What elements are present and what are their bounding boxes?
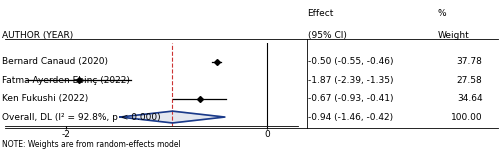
Text: Weight: Weight (438, 31, 469, 40)
Text: Overall, DL (I² = 92.8%, p < 0.000): Overall, DL (I² = 92.8%, p < 0.000) (2, 113, 161, 122)
Text: Fatma Ayerden Ebinç (2022): Fatma Ayerden Ebinç (2022) (2, 76, 130, 85)
Polygon shape (120, 111, 225, 123)
Text: %: % (438, 9, 446, 18)
Text: 37.78: 37.78 (456, 57, 482, 66)
Text: 100.00: 100.00 (451, 113, 482, 122)
Text: NOTE: Weights are from random-effects model: NOTE: Weights are from random-effects mo… (2, 140, 181, 149)
Text: -0.67 (-0.93, -0.41): -0.67 (-0.93, -0.41) (308, 94, 393, 103)
Text: -0.50 (-0.55, -0.46): -0.50 (-0.55, -0.46) (308, 57, 393, 66)
Text: Bernard Canaud (2020): Bernard Canaud (2020) (2, 57, 108, 66)
Text: -0.94 (-1.46, -0.42): -0.94 (-1.46, -0.42) (308, 113, 392, 122)
Text: -1.87 (-2.39, -1.35): -1.87 (-2.39, -1.35) (308, 76, 393, 85)
Text: AUTHOR (YEAR): AUTHOR (YEAR) (2, 31, 74, 40)
Text: 27.58: 27.58 (457, 76, 482, 85)
Text: 34.64: 34.64 (457, 94, 482, 103)
Text: Effect: Effect (308, 9, 334, 18)
Text: (95% CI): (95% CI) (308, 31, 346, 40)
Text: Ken Fukushi (2022): Ken Fukushi (2022) (2, 94, 89, 103)
